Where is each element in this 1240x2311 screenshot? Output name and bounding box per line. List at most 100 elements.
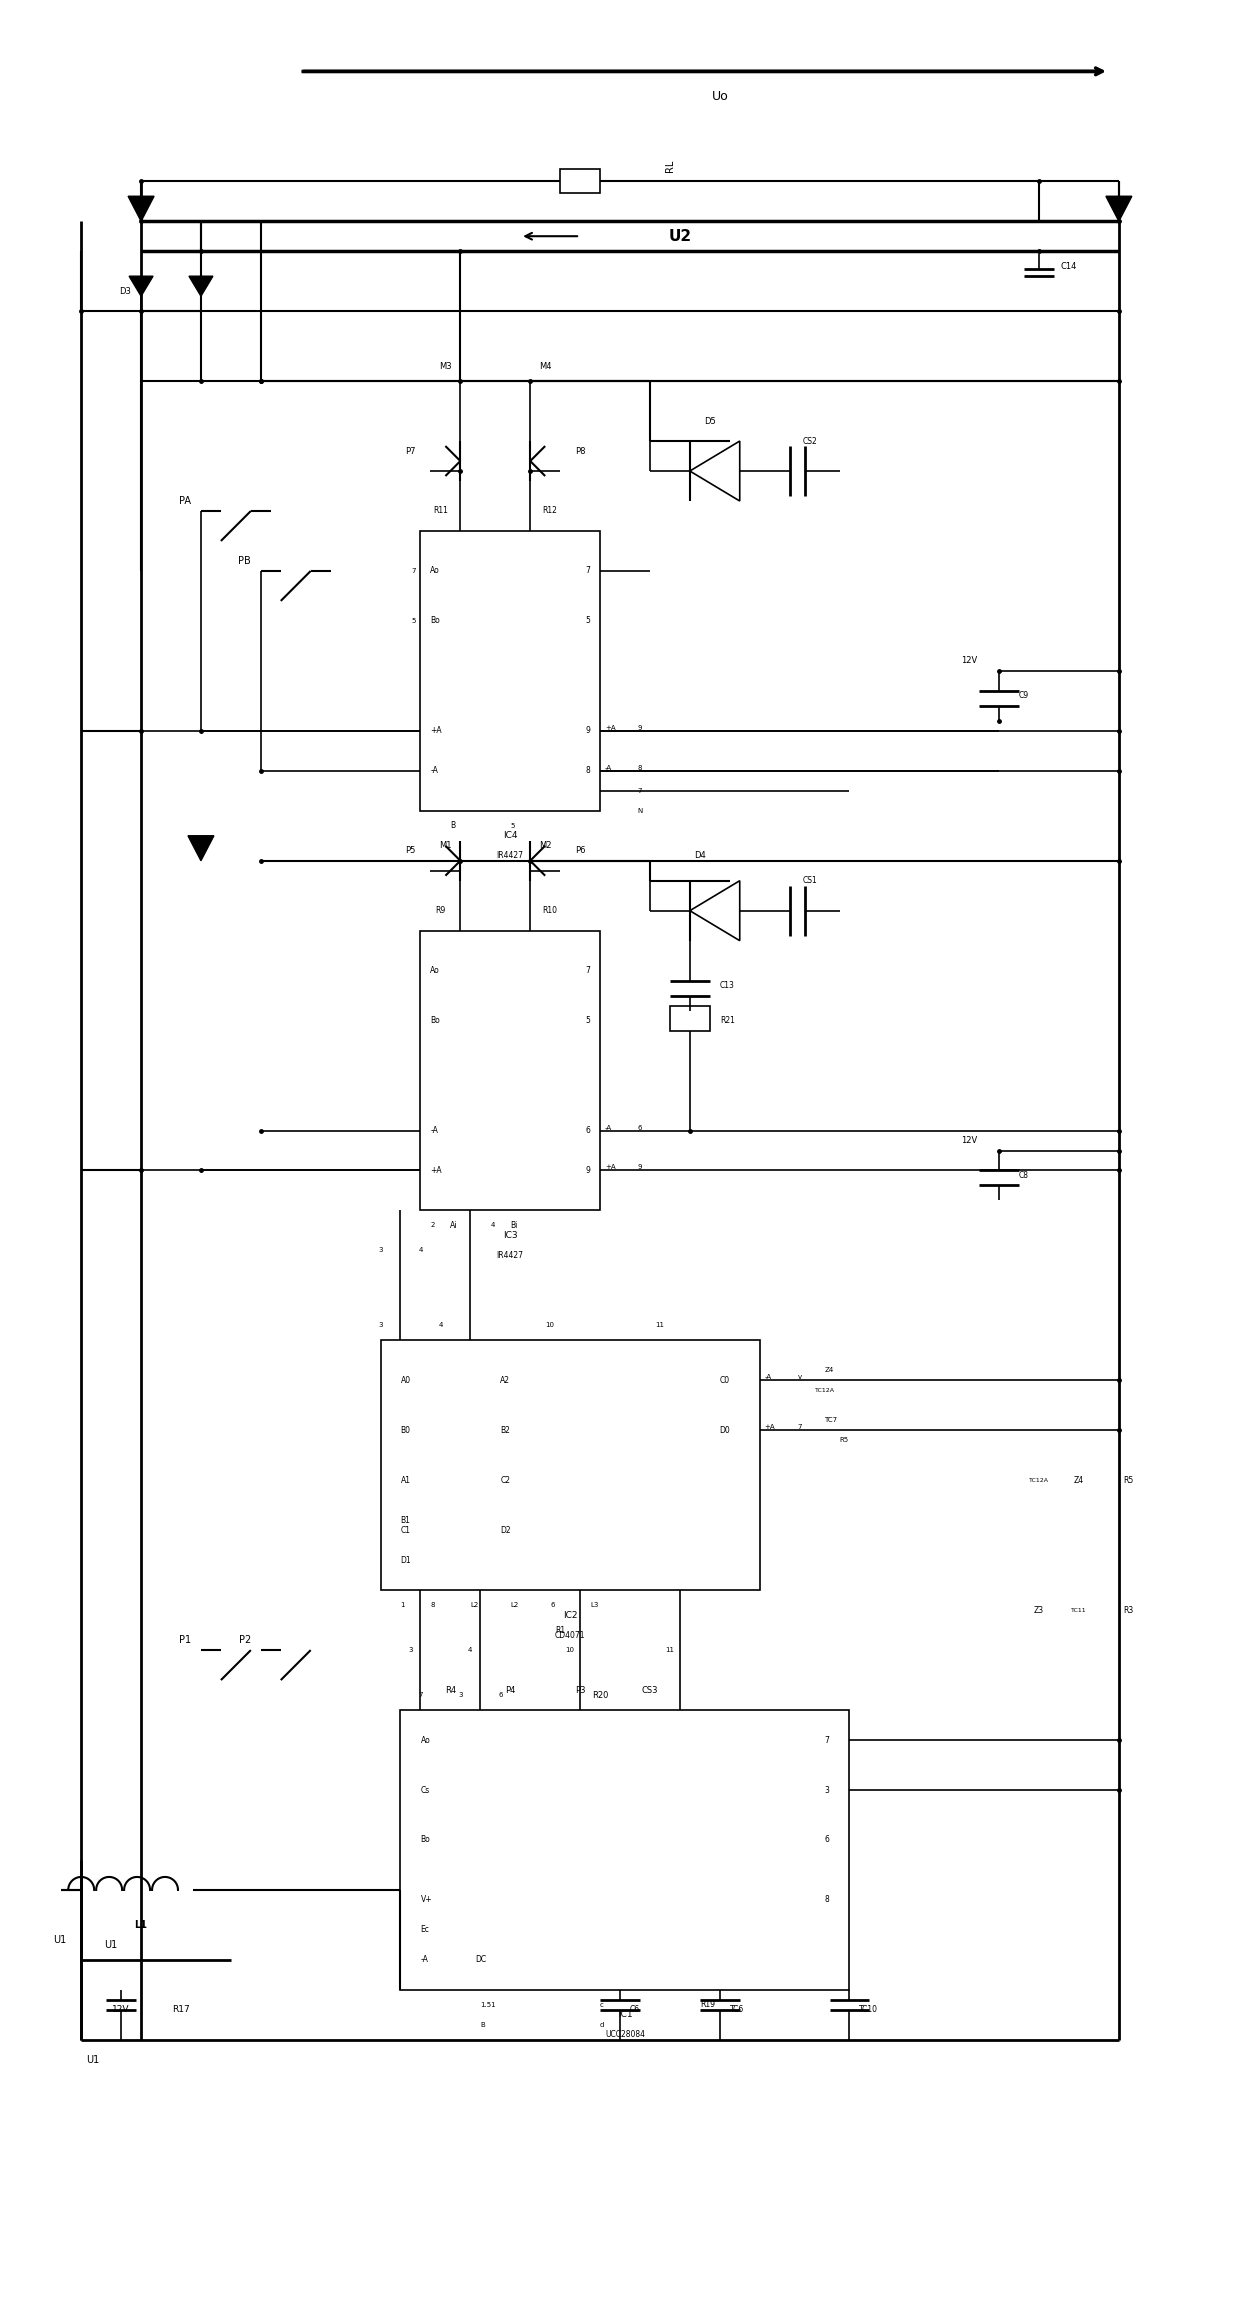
Text: M1: M1 (439, 841, 451, 850)
Text: U1: U1 (104, 1939, 118, 1950)
Text: P8: P8 (575, 446, 585, 455)
Text: 11: 11 (666, 1648, 675, 1652)
Text: 6: 6 (637, 1125, 642, 1130)
Text: R3: R3 (1123, 1606, 1135, 1615)
Text: -A: -A (420, 1955, 428, 1964)
Text: PA: PA (179, 497, 191, 506)
Text: +A: +A (765, 1424, 775, 1431)
Text: Bo: Bo (430, 1017, 440, 1026)
Text: 3: 3 (378, 1322, 383, 1329)
Polygon shape (129, 277, 153, 296)
Text: Bo: Bo (430, 617, 440, 626)
Text: Z4: Z4 (1074, 1477, 1084, 1484)
Text: 1: 1 (401, 1602, 405, 1608)
Text: IC2: IC2 (563, 1611, 578, 1620)
Bar (401, 1710, 849, 1990)
Bar (560, 169, 600, 194)
Text: N: N (637, 809, 642, 813)
Text: +A: +A (430, 726, 441, 735)
Text: PB: PB (238, 557, 250, 566)
Text: C13: C13 (719, 982, 734, 989)
Text: 5: 5 (585, 617, 590, 626)
Text: 12V: 12V (961, 1137, 977, 1144)
Text: D3: D3 (119, 287, 131, 296)
Text: 4: 4 (469, 1648, 472, 1652)
Text: U1: U1 (87, 2054, 99, 2064)
Text: R20: R20 (591, 1692, 609, 1699)
Text: TC6: TC6 (730, 2006, 744, 2015)
Text: 7: 7 (585, 966, 590, 975)
Text: C14: C14 (1060, 261, 1078, 270)
Text: d: d (600, 2022, 604, 2027)
Text: 7: 7 (418, 1692, 423, 1699)
Text: 7: 7 (410, 569, 415, 573)
Text: 10: 10 (565, 1648, 574, 1652)
Text: CS1: CS1 (802, 876, 817, 885)
Text: V+: V+ (420, 1895, 432, 1904)
Text: Ai: Ai (450, 1220, 458, 1229)
Text: L2: L2 (470, 1602, 479, 1608)
Text: IC1: IC1 (618, 2011, 632, 2020)
Text: CD4071: CD4071 (554, 1632, 585, 1638)
Text: L1: L1 (135, 1920, 148, 1930)
Text: DC: DC (475, 1955, 486, 1964)
Text: R11: R11 (433, 506, 448, 515)
Text: TC11: TC11 (1071, 1608, 1086, 1613)
Text: 6: 6 (825, 1835, 830, 1844)
Text: 3: 3 (458, 1692, 463, 1699)
Text: D1: D1 (401, 1555, 412, 1565)
Text: 8: 8 (825, 1895, 830, 1904)
Text: -A: -A (430, 1125, 438, 1135)
Text: IR4427: IR4427 (497, 850, 523, 860)
Text: U2: U2 (668, 229, 692, 243)
Text: -A: -A (605, 765, 613, 772)
Text: RL: RL (665, 159, 675, 173)
Text: Uo: Uo (712, 90, 728, 102)
Text: P1: P1 (179, 1636, 191, 1645)
Text: Ao: Ao (430, 966, 440, 975)
Text: R21: R21 (719, 1017, 734, 1026)
Text: B0: B0 (401, 1426, 410, 1435)
Polygon shape (188, 837, 215, 860)
Text: C2: C2 (500, 1477, 511, 1484)
Text: C6: C6 (630, 2006, 640, 2015)
Text: B1: B1 (401, 1516, 410, 1525)
Text: TC7: TC7 (825, 1417, 838, 1424)
Text: Ao: Ao (430, 566, 440, 575)
Text: D4: D4 (694, 850, 706, 860)
Text: IR4427: IR4427 (497, 1250, 523, 1259)
Text: R19: R19 (699, 2001, 714, 2008)
Text: M3: M3 (439, 361, 451, 370)
Text: 7: 7 (585, 566, 590, 575)
Text: 8: 8 (430, 1602, 435, 1608)
Text: v: v (797, 1375, 801, 1380)
Text: 7: 7 (797, 1424, 802, 1431)
Text: 11: 11 (656, 1322, 665, 1329)
Text: R12: R12 (543, 506, 558, 515)
Text: +A: +A (430, 1167, 441, 1174)
Text: 12V: 12V (961, 656, 977, 666)
Polygon shape (128, 196, 154, 222)
Text: 8: 8 (637, 765, 642, 772)
Text: Z4: Z4 (825, 1368, 833, 1373)
Text: CS2: CS2 (802, 437, 817, 446)
Text: M2: M2 (539, 841, 552, 850)
Text: A1: A1 (401, 1477, 410, 1484)
Text: R1: R1 (556, 1625, 565, 1634)
Text: B2: B2 (500, 1426, 510, 1435)
Text: U1: U1 (53, 1934, 66, 1946)
Text: B: B (450, 820, 455, 830)
Text: Cs: Cs (420, 1786, 430, 1796)
Text: TC12A: TC12A (815, 1389, 835, 1394)
Text: -A: -A (765, 1375, 771, 1380)
Polygon shape (188, 277, 213, 296)
Text: 6: 6 (551, 1602, 554, 1608)
Polygon shape (1106, 196, 1132, 222)
Text: +A: +A (605, 726, 615, 730)
Text: R4: R4 (445, 1685, 456, 1694)
Text: 9: 9 (637, 726, 642, 730)
Text: 4: 4 (438, 1322, 443, 1329)
Text: Bo: Bo (420, 1835, 430, 1844)
Bar (381, 1340, 760, 1590)
Text: P6: P6 (575, 846, 585, 855)
